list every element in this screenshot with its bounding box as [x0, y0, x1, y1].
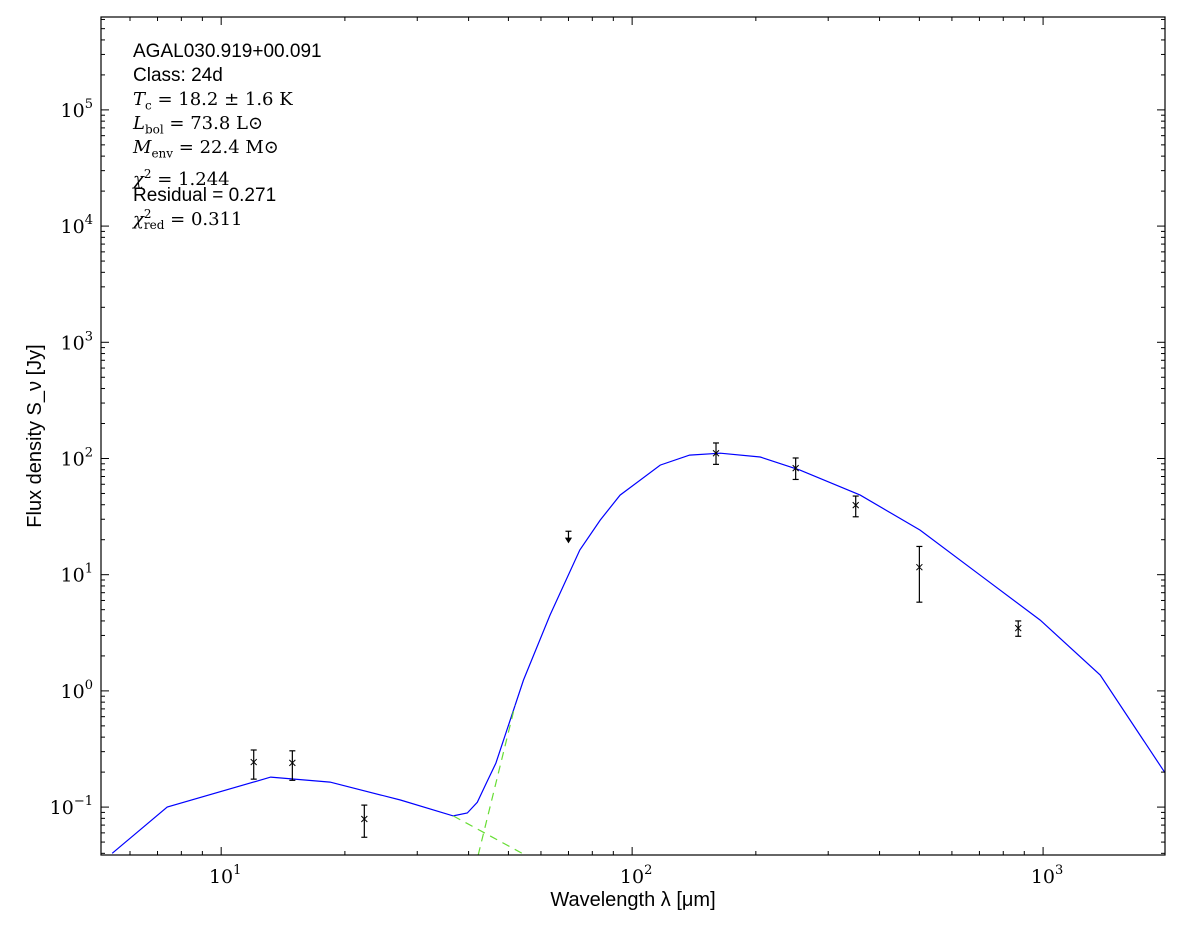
point-marker: [1014, 624, 1022, 632]
residual-label: Residual = 0.271: [133, 185, 277, 206]
chi2red-value: = 0.311: [164, 209, 243, 230]
menv-value: = 22.4 M⊙: [173, 137, 279, 158]
menv-sub: env: [151, 146, 174, 161]
point-marker: [288, 759, 296, 767]
series-line-total-model: [111, 452, 1165, 854]
data-point: [1014, 620, 1022, 637]
source-name: AGAL030.919+00.091: [133, 41, 322, 62]
upper-limit: [564, 530, 573, 544]
plot-frame: [100, 16, 1166, 856]
x-tick-label: 101: [209, 863, 241, 888]
point-marker: [852, 501, 860, 509]
tc-sub: c: [145, 98, 152, 113]
chi2red-label: χ2 red = 0.311: [133, 208, 243, 232]
series-line-cold-component: [477, 704, 516, 855]
x-tick-label: 103: [1031, 863, 1063, 888]
data-point: [288, 750, 296, 781]
class-label: Class: 24d: [133, 65, 223, 86]
temperature-label: Tc = 18.2 ± 1.6 K: [133, 88, 293, 118]
y-tick-label: 101: [61, 562, 93, 587]
point-marker: [360, 815, 368, 823]
data-point: [852, 495, 860, 518]
tc-value: = 18.2 ± 1.6 K: [151, 89, 293, 110]
chi2red-sup: 2: [143, 207, 152, 221]
data-point: [250, 749, 258, 780]
point-marker: [916, 563, 923, 571]
y-tick-label: 104: [61, 213, 93, 238]
point-marker: [250, 758, 258, 766]
chi2-value: = 1.244: [151, 169, 230, 190]
chi2-symbol: χ: [133, 169, 144, 190]
x-tick-label: 102: [620, 863, 652, 888]
lbol-value: = 73.8 L⊙: [163, 113, 264, 134]
chi2red-sub: red: [143, 218, 165, 232]
chi2-label: χ2 = 1.244: [133, 162, 230, 192]
y-axis-label: Flux density S_ν [Jy]: [24, 344, 46, 527]
series-line-warm-component: [452, 815, 526, 855]
lbol-symbol: L: [133, 113, 145, 134]
menv-symbol: M: [133, 137, 152, 158]
chi2red-symbol: χ: [133, 209, 144, 230]
y-tick-label: 103: [61, 329, 93, 354]
mass-label: Menv = 22.4 M⊙: [133, 136, 279, 166]
point-marker: [792, 464, 800, 472]
y-tick-label: 105: [61, 97, 93, 122]
data-point: [712, 442, 720, 465]
point-marker: [712, 449, 720, 457]
upper-limit-arrow: [564, 537, 573, 544]
luminosity-label: Lbol = 73.8 L⊙: [133, 112, 263, 142]
lbol-sub: bol: [144, 122, 164, 137]
chi2-sup: 2: [143, 167, 152, 181]
y-tick-label: 100: [61, 678, 93, 703]
y-tick-label: 10−1: [50, 794, 93, 819]
y-tick-label: 102: [61, 445, 93, 470]
data-point: [360, 804, 368, 838]
data-point: [792, 457, 800, 481]
tc-symbol: T: [133, 89, 146, 110]
x-axis-label: Wavelength λ [μm]: [550, 889, 715, 911]
data-point: [916, 545, 923, 603]
